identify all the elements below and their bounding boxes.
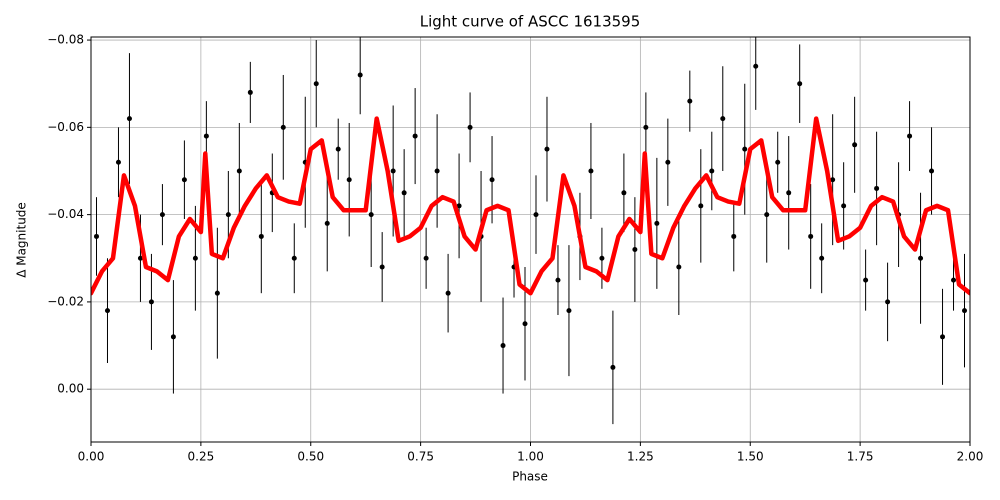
- data-point: [676, 264, 682, 270]
- data-point: [313, 81, 319, 87]
- data-point: [907, 133, 913, 139]
- y-tick-label: −0.02: [47, 294, 84, 308]
- data-point: [247, 89, 253, 95]
- data-point: [159, 212, 165, 218]
- x-tick-label: 0.25: [188, 450, 215, 464]
- data-point: [236, 168, 242, 174]
- data-point: [258, 233, 264, 239]
- data-point: [115, 159, 121, 165]
- data-point: [93, 233, 99, 239]
- data-point: [379, 264, 385, 270]
- data-point: [841, 203, 847, 209]
- data-point: [720, 116, 726, 122]
- x-tick-label: 1.50: [737, 450, 764, 464]
- x-tick-label: 0.00: [78, 450, 105, 464]
- data-point: [522, 321, 528, 327]
- data-point: [489, 177, 495, 183]
- plot-area: [91, 37, 970, 425]
- data-point: [170, 334, 176, 340]
- y-tick-label: 0.00: [57, 382, 84, 396]
- x-tick-label: 1.75: [847, 450, 874, 464]
- data-point: [632, 247, 638, 253]
- x-tick-label: 0.75: [407, 450, 434, 464]
- data-point: [203, 133, 209, 139]
- data-point: [929, 168, 935, 174]
- data-point: [280, 124, 286, 130]
- data-point: [918, 255, 924, 261]
- data-point: [225, 212, 231, 218]
- data-point: [555, 277, 561, 283]
- data-point: [951, 277, 957, 283]
- data-point: [599, 255, 605, 261]
- data-point: [104, 308, 110, 314]
- fit-line: [91, 116, 970, 296]
- data-point: [654, 220, 660, 226]
- y-tick-label: −0.06: [47, 120, 84, 134]
- y-tick-label: −0.08: [47, 33, 84, 47]
- data-point: [434, 168, 440, 174]
- data-point: [467, 124, 473, 130]
- data-point: [709, 168, 715, 174]
- y-axis-label: Δ Magnitude: [15, 202, 29, 278]
- data-point: [852, 142, 858, 148]
- data-point: [819, 255, 825, 261]
- data-point: [423, 255, 429, 261]
- data-point: [687, 98, 693, 104]
- data-point: [412, 133, 418, 139]
- data-point: [940, 334, 946, 340]
- data-point: [390, 168, 396, 174]
- data-point: [126, 116, 132, 122]
- data-point: [885, 299, 891, 305]
- x-tick-label: 1.00: [517, 450, 544, 464]
- data-point: [764, 212, 770, 218]
- data-point: [775, 159, 781, 165]
- data-point: [533, 212, 539, 218]
- data-point: [786, 190, 792, 196]
- x-tick-label: 2.00: [957, 450, 984, 464]
- x-tick-label: 1.25: [627, 450, 654, 464]
- data-point: [368, 212, 374, 218]
- data-point: [797, 81, 803, 87]
- data-point: [500, 343, 506, 349]
- data-point: [874, 185, 880, 191]
- data-point: [610, 364, 616, 370]
- data-point: [192, 255, 198, 261]
- data-point: [357, 72, 363, 78]
- data-point: [181, 177, 187, 183]
- data-point: [643, 124, 649, 130]
- data-point: [544, 146, 550, 152]
- data-point: [753, 63, 759, 69]
- data-point: [291, 255, 297, 261]
- x-axis-label: Phase: [512, 470, 548, 484]
- data-point: [401, 190, 407, 196]
- data-point: [588, 168, 594, 174]
- data-point: [214, 290, 220, 296]
- data-point: [830, 177, 836, 183]
- data-point: [742, 146, 748, 152]
- data-point: [566, 308, 572, 314]
- data-point: [962, 308, 968, 314]
- chart-title: Light curve of ASCC 1613595: [420, 13, 641, 31]
- data-point: [456, 203, 462, 209]
- data-point: [698, 203, 704, 209]
- data-point: [346, 177, 352, 183]
- data-point: [445, 290, 451, 296]
- data-point: [863, 277, 869, 283]
- data-point: [335, 146, 341, 152]
- data-point: [137, 255, 143, 261]
- x-tick-label: 0.50: [297, 450, 324, 464]
- ticks: 0.00 0.25 0.50 0.75 1.00 1.25 1.50 1.75 2.00 −0.0…: [47, 33, 983, 464]
- data-point: [665, 159, 671, 165]
- data-point: [808, 233, 814, 239]
- data-point: [621, 190, 627, 196]
- data-point: [731, 233, 737, 239]
- data-point: [324, 220, 330, 226]
- y-tick-label: −0.04: [47, 207, 84, 221]
- grid: [90, 37, 971, 442]
- data-point: [148, 299, 154, 305]
